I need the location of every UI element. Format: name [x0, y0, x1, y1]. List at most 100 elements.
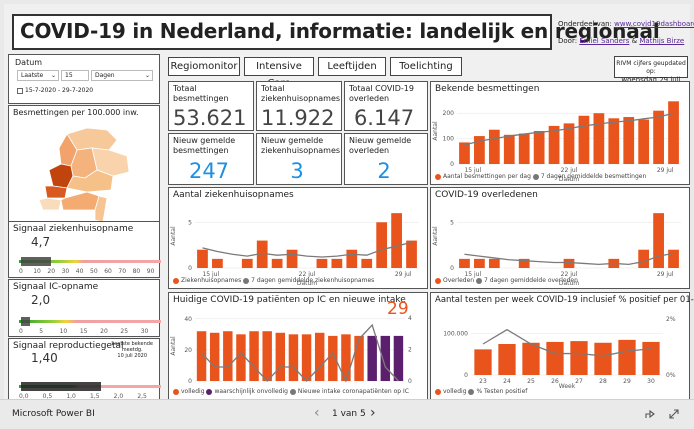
kpi-total-overl-label: Totaal COVID-19 overleden	[349, 84, 414, 103]
legend-dot-orange	[173, 388, 179, 395]
kpi-total-besm-label: Totaal besmettingen	[173, 84, 229, 103]
signal-zkh-panel: Signaal ziekenhuisopname 4,7 0 10 20 30 40 50…	[8, 221, 161, 278]
date-range[interactable]: 15-7-2020 - 29-7-2020	[17, 87, 93, 94]
kpi-new-zkh-label: Nieuw gemelde ziekenhuisopnames	[261, 136, 341, 155]
bar-aantal-besmettingen-per-dag	[593, 113, 605, 164]
signal-ic-ticks: 0 5 10 15 20 25 30	[19, 328, 149, 335]
x-tick-label: 15 jul	[464, 167, 481, 174]
line-7-dagen-gemiddelde-besmettingen	[464, 112, 674, 146]
page-title: COVID-19 in Nederland, informatie: lande…	[12, 14, 660, 50]
by-prefix: Door:	[558, 37, 578, 45]
site-link[interactable]: www.covid19dashboard.nl	[614, 20, 694, 28]
legend-dot-orange	[435, 173, 441, 180]
bar-ziekenhuisopnames	[241, 258, 253, 268]
bar-aantal-besmettingen-per-dag	[578, 115, 590, 164]
kpi-total-besmettingen: Totaal besmettingen 53.621	[168, 81, 254, 131]
legend-dot-grey	[476, 277, 483, 284]
signal-r-indicator	[21, 382, 101, 391]
date-unit-value: Dagen	[95, 72, 115, 79]
kpi-new-overl-label: Nieuw gemelde overleden	[349, 136, 412, 155]
nav-toelichting-button[interactable]: Toelichting	[390, 57, 462, 76]
chart-title-besmettingen: Bekende besmettingen	[435, 84, 540, 94]
x-tick-label: 22 jul	[299, 271, 316, 278]
x-tick-label: 29 jul	[395, 271, 412, 278]
signal-tick-label: 0,0	[19, 393, 29, 400]
chart-panel-besmettingen[interactable]: Bekende besmettingen 0 100 200 Aantal 15 jul…	[430, 81, 690, 185]
date-mode-select[interactable]: Laatste ⌄	[17, 70, 59, 81]
bar-aantal-besmettingen-per-dag	[488, 129, 500, 164]
kpi-new-overleden: Nieuw gemelde overleden 2	[344, 133, 428, 185]
bar-overleden	[474, 258, 485, 268]
map-region-limburg	[94, 195, 108, 223]
x-tick-label: 23	[479, 378, 487, 385]
x-axis-label: Datum	[559, 280, 579, 286]
bar-overleden	[653, 213, 664, 268]
bar-ziekenhuisopnames	[346, 249, 358, 268]
y-tick-label: 20	[184, 347, 192, 354]
share-icon[interactable]	[644, 408, 656, 420]
y-tick-label: 100	[443, 136, 455, 143]
bar-ziekenhuisopnames	[316, 258, 328, 268]
signal-tick-label: 0,5	[43, 393, 53, 400]
signal-tick-label: 10	[60, 328, 68, 335]
bar-volledig	[522, 342, 540, 375]
signal-tick-label: 1,5	[90, 393, 100, 400]
date-amount-input[interactable]: 15	[61, 70, 89, 81]
bar-volledig	[341, 334, 351, 381]
prev-page-button[interactable]: ‹	[314, 405, 320, 421]
bar-volledig	[594, 342, 612, 375]
chart-title-ic: Huidige COVID-19 patiënten op IC en nieu…	[173, 295, 406, 305]
ic-highlight-value: 29	[387, 299, 409, 319]
bar-ziekenhuisopnames	[286, 249, 298, 268]
rivm-line1: RIVM cijfers geupdated op:	[616, 60, 686, 75]
signal-tick-label: 25	[120, 328, 128, 335]
chart-title-overleden: COVID-19 overledenen	[435, 190, 538, 200]
signal-tick-label: 90	[147, 268, 155, 275]
map-region-gelderland	[66, 169, 114, 193]
kpi-new-besm-value: 247	[188, 159, 230, 183]
bar-volledig	[288, 334, 299, 381]
chart-panel-overleden[interactable]: COVID-19 overledenen 0 5 Aantal 15 jul 22 ju…	[430, 187, 690, 289]
kpi-new-ziekenhuis: Nieuw gemelde ziekenhuisopnames 3	[256, 133, 342, 185]
signal-tick-label: 30	[62, 268, 70, 275]
netherlands-map[interactable]	[9, 118, 161, 223]
y-tick-label: 0	[188, 378, 192, 385]
author1-link[interactable]: Emiel Sanders	[579, 37, 630, 45]
nav-regiomonitor-button[interactable]: Regiomonitor	[168, 57, 240, 76]
bar-volledig	[328, 335, 338, 381]
nav-intensive-care-button[interactable]: Intensive Care	[244, 57, 314, 89]
powerbi-brand-link[interactable]: Microsoft Power BI	[12, 409, 95, 419]
bar-overleden	[638, 249, 650, 268]
y2-tick-label: 4	[408, 315, 412, 322]
bar-aantal-besmettingen-per-dag	[563, 123, 575, 164]
signal-tick-label: 1,0	[66, 393, 76, 400]
bar-ziekenhuisopnames	[391, 213, 402, 268]
map-region-brabant	[60, 191, 100, 211]
next-page-button[interactable]: ›	[370, 405, 376, 421]
author2-link[interactable]: Mathijs Birze	[639, 37, 685, 45]
kpi-total-overleden: Totaal COVID-19 overleden 6.147	[344, 81, 428, 131]
signal-tick-label: 60	[104, 268, 112, 275]
x-axis-label: Week	[559, 383, 576, 389]
chart-panel-ziekenhuis[interactable]: Aantal ziekenhuisopnames 0 5 Aantal 15 jul 2…	[168, 187, 428, 289]
legend-ziekenhuis: Ziekenhuisopnames 7 dagen gemiddelde zie…	[173, 277, 374, 284]
y-tick-label: 5	[450, 219, 454, 226]
bar-overleden	[459, 258, 470, 268]
map-region-rijnmond	[44, 185, 68, 199]
fullscreen-icon[interactable]	[668, 408, 680, 420]
nav-leeftijden-button[interactable]: Leeftijden	[318, 57, 386, 76]
chart-panel-ic[interactable]: Huidige COVID-19 patiënten op IC en nieu…	[168, 292, 428, 400]
x-tick-label: 29 jul	[657, 167, 674, 174]
chart-panel-testen[interactable]: Aantal testen per week COVID-19 inclusie…	[430, 292, 694, 400]
bar-volledig	[498, 344, 516, 375]
x-tick-label: 15 jul	[464, 271, 481, 278]
bar-ziekenhuisopnames	[331, 258, 343, 268]
date-unit-select[interactable]: Dagen ⌄	[91, 70, 153, 81]
bar-volledig	[474, 349, 492, 375]
report-canvas: COVID-19 in Nederland, informatie: lande…	[4, 4, 694, 400]
bar-ziekenhuisopnames	[376, 222, 388, 268]
y-tick-label: 0	[450, 161, 454, 168]
x-tick-label: 24	[503, 378, 511, 385]
signal-zkh-label: Signaal ziekenhuisopname	[13, 224, 134, 234]
bar-volledig	[275, 332, 286, 381]
